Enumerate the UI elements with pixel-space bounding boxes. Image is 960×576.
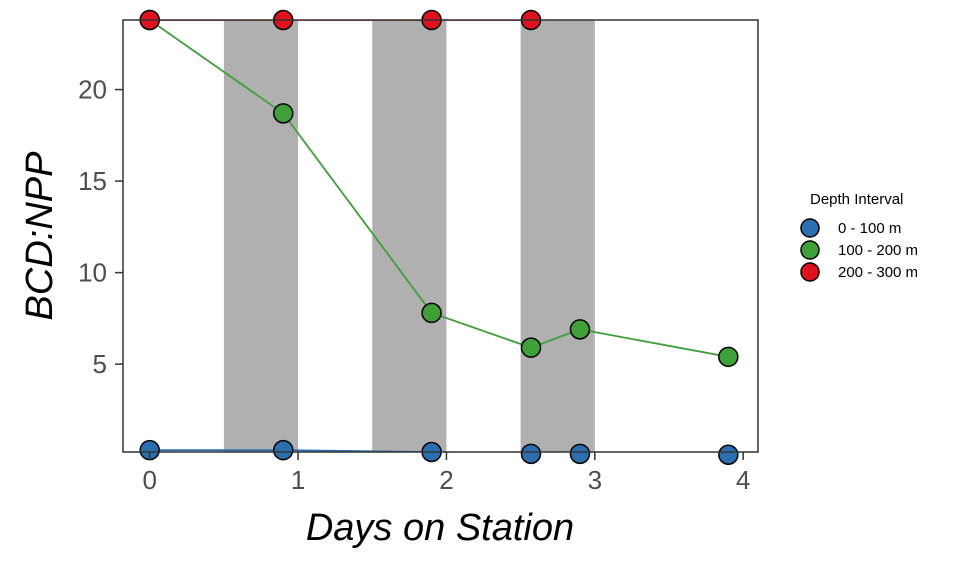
y-tick-label-10: 10 — [78, 258, 107, 288]
y-tick-label-15: 15 — [78, 166, 107, 196]
data-point-100-200-m-2 — [272, 103, 294, 124]
data-point-0-100-m-5 — [569, 443, 591, 465]
data-point-100-200-m-5 — [569, 319, 591, 340]
y-axis-title: BCD:NPP — [19, 151, 61, 321]
shaded-band-2 — [372, 20, 447, 452]
x-tick-label-0: 0 — [142, 465, 156, 495]
x-tick-label-2: 2 — [439, 465, 453, 495]
legend: Depth Interval 0 - 100 m 100 - 200 m 200 -… — [800, 191, 918, 282]
x-tick-label-4: 4 — [736, 465, 750, 495]
data-point-100-200-m-4 — [520, 337, 542, 358]
legend-key-100-200-m — [800, 240, 820, 260]
shaded-band-3 — [520, 20, 595, 452]
y-tick-label-20: 20 — [78, 75, 107, 105]
legend-label-100-200-m: 100 - 200 m — [838, 242, 918, 259]
line-layer — [149, 20, 729, 452]
data-point-100-200-m-6 — [718, 346, 739, 368]
data-point-0-100-m-4 — [520, 443, 542, 465]
series-line-0-100-m — [149, 449, 481, 452]
x-axis-title: Days on Station — [306, 507, 574, 549]
data-point-100-200-m-3 — [421, 302, 442, 324]
axis-layer: 0 1 2 3 4 5 10 15 20 — [78, 75, 750, 495]
y-tick-label-5: 5 — [93, 349, 107, 379]
legend-title: Depth Interval — [810, 191, 903, 208]
legend-label-0-100-m: 0 - 100 m — [838, 220, 901, 237]
legend-key-0-100-m — [800, 218, 820, 238]
data-point-0-100-m-2 — [272, 439, 294, 461]
legend-label-200-300-m: 200 - 300 m — [838, 264, 918, 281]
point-layer — [139, 9, 739, 465]
series-line-100-200-m — [149, 20, 729, 358]
x-tick-label-1: 1 — [291, 465, 305, 495]
x-tick-label-3: 3 — [588, 465, 602, 495]
shade-layer — [223, 20, 595, 452]
plot-panel-border — [122, 19, 759, 453]
shaded-band-1 — [223, 20, 299, 452]
legend-key-200-300-m — [800, 262, 820, 282]
data-point-0-100-m-6 — [718, 444, 739, 465]
